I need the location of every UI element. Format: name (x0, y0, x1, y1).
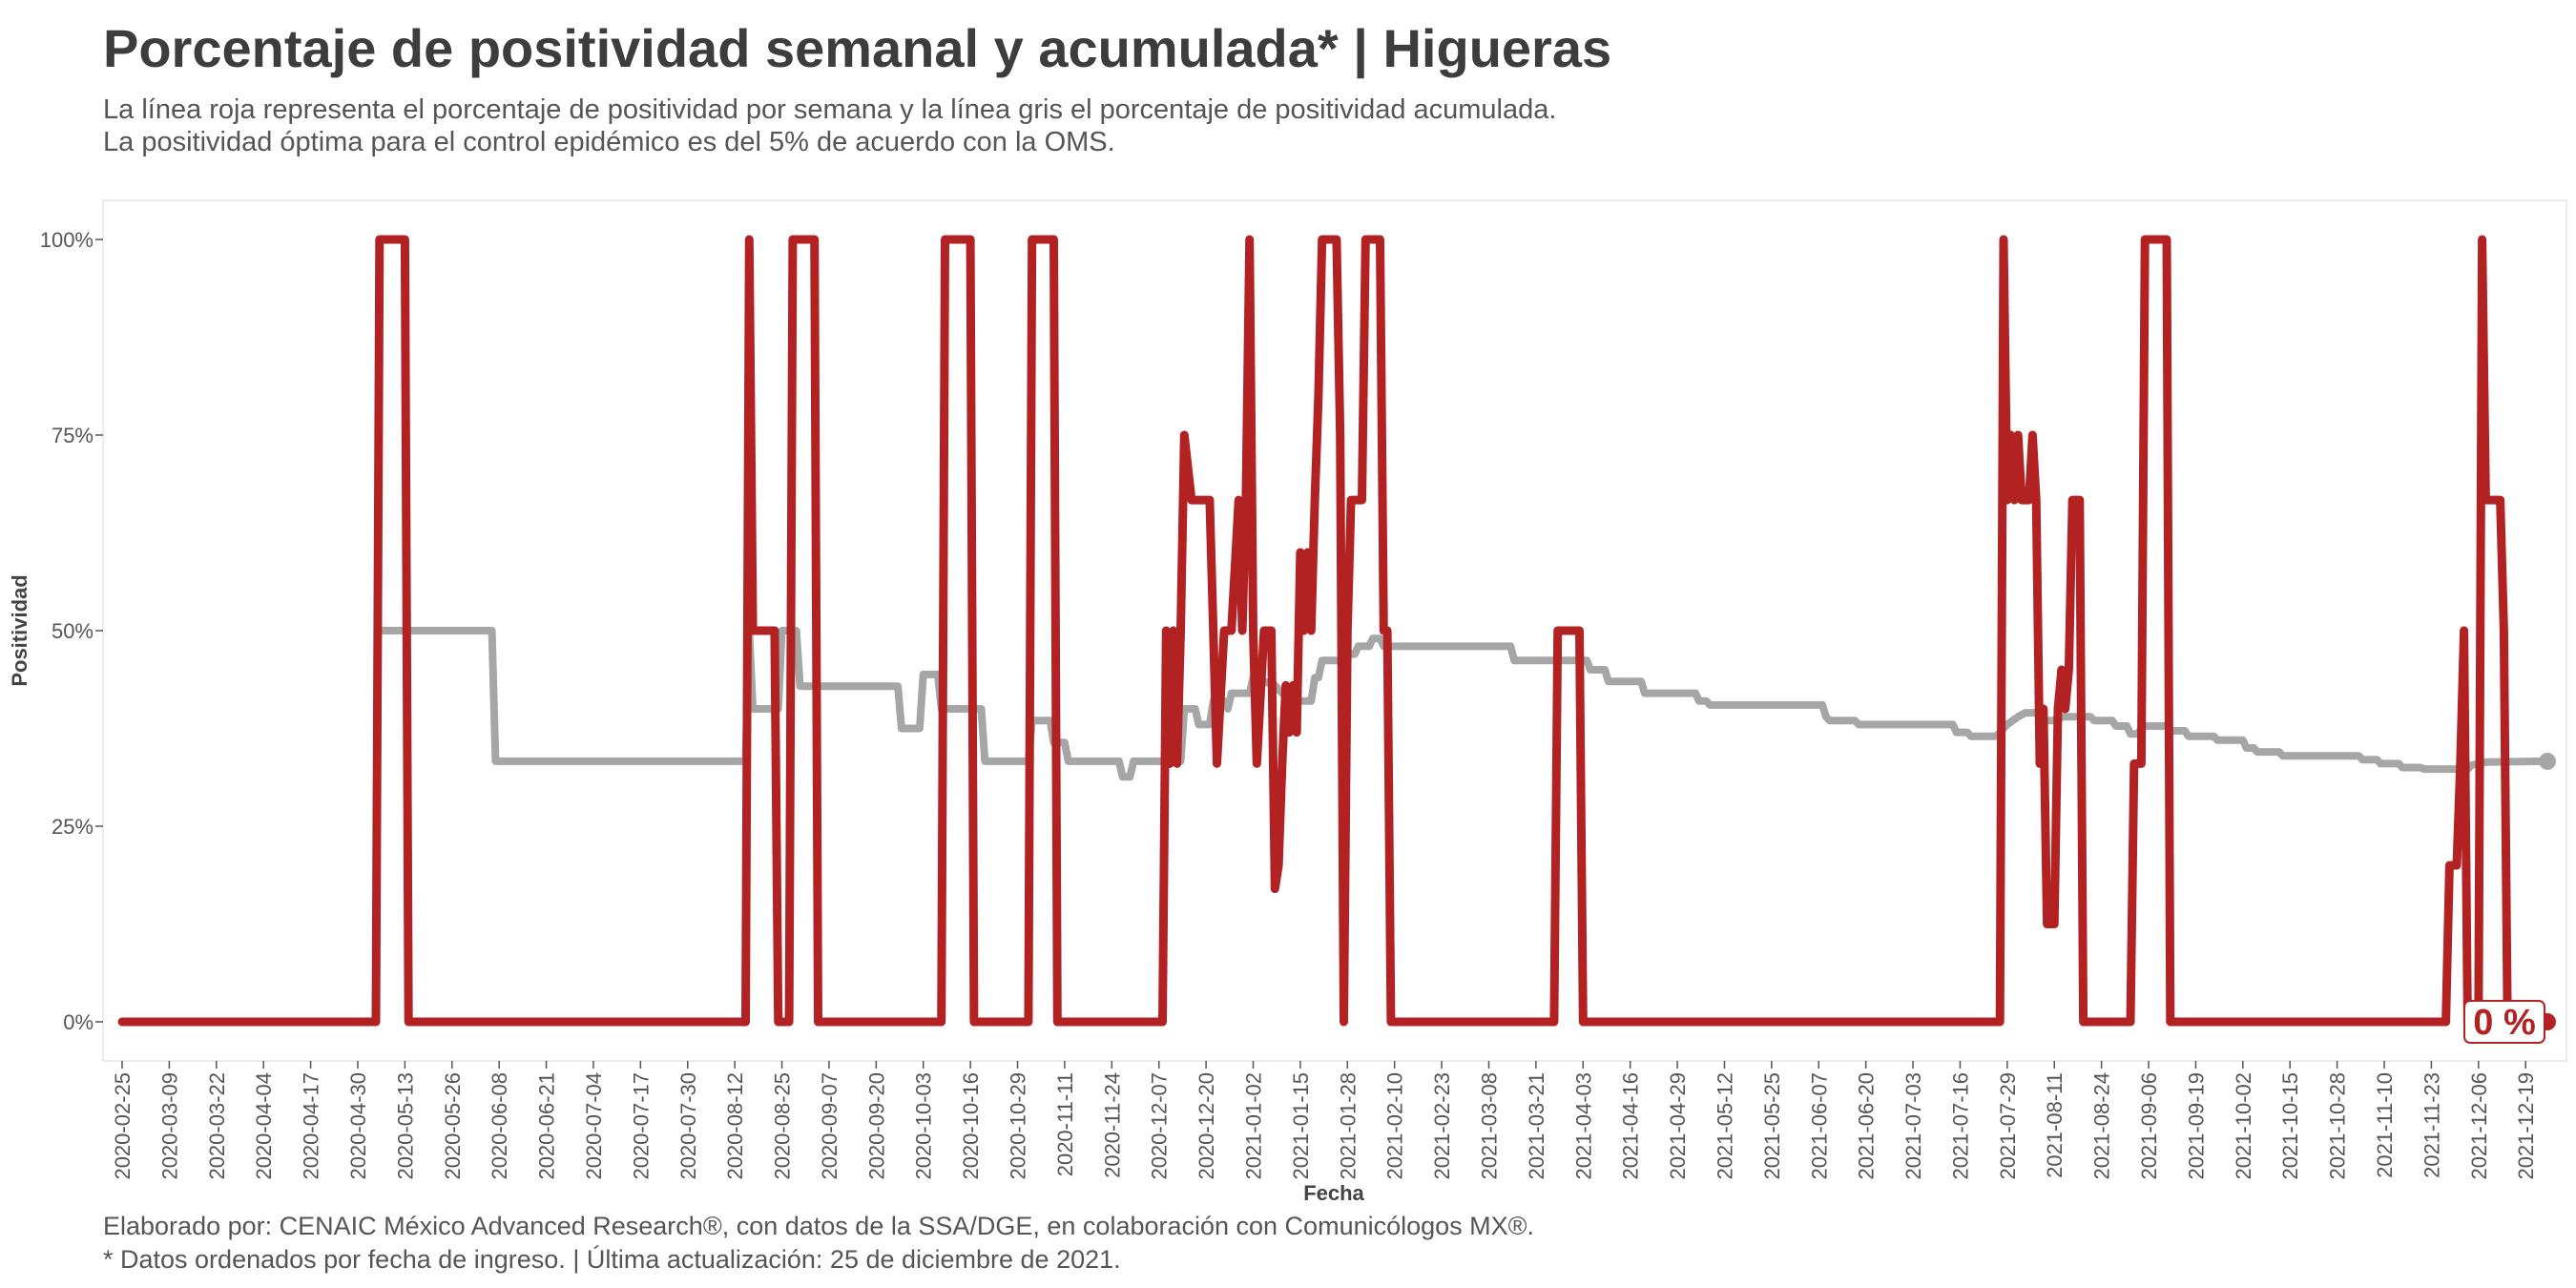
x-tick-label: 2021-04-16 (1619, 1072, 1643, 1180)
x-tick-label: 2020-06-08 (488, 1072, 511, 1180)
x-tick-label: 2020-05-13 (393, 1072, 417, 1180)
chart-title: Porcentaje de positividad semanal y acum… (103, 18, 1612, 78)
subtitle-line-1: La línea roja representa el porcentaje d… (103, 94, 1557, 125)
x-tick-label: 2021-04-03 (1571, 1072, 1595, 1180)
cumulative-positivity-line (375, 627, 2551, 781)
x-tick-label: 2020-08-25 (771, 1072, 795, 1180)
x-tick-label: 2020-08-12 (723, 1072, 747, 1180)
x-tick-label: 2020-07-30 (676, 1072, 700, 1180)
x-tick-label: 2020-05-26 (441, 1072, 465, 1180)
subtitle-line-2: La positividad óptima para el control ep… (103, 127, 1115, 157)
series-layer: 0 % (117, 235, 2556, 1044)
x-tick-label: 2020-12-07 (1148, 1072, 1172, 1180)
cumulative-end-point (2539, 752, 2556, 770)
x-tick-label: 2021-09-06 (2137, 1072, 2161, 1180)
x-tick-label: 2021-05-12 (1713, 1072, 1736, 1180)
x-tick-label: 2020-12-20 (1195, 1072, 1218, 1180)
x-tick-label: 2020-06-21 (535, 1072, 559, 1180)
y-axis: 0% 25% 50% 75% 100% (40, 228, 103, 1034)
chart-caption: Elaborado por: CENAIC México Advanced Re… (103, 1210, 1534, 1277)
weekly-positivity-line (117, 235, 2552, 1027)
x-tick-label: 2021-11-23 (2420, 1072, 2443, 1178)
y-tick-label: 75% (52, 424, 93, 447)
x-tick-label: 2020-04-30 (346, 1072, 370, 1180)
y-tick-label: 0% (63, 1010, 93, 1034)
caption-line-2: * Datos ordenados por fecha de ingreso. … (103, 1245, 1121, 1274)
x-tick-label: 2020-09-20 (864, 1072, 888, 1180)
x-tick-label: 2021-04-29 (1666, 1072, 1690, 1180)
x-tick-label: 2020-11-11 (1053, 1072, 1077, 1176)
x-tick-label: 2021-08-24 (2090, 1072, 2114, 1180)
x-tick-label: 2021-08-11 (2043, 1072, 2067, 1178)
x-tick-label: 2020-04-17 (300, 1072, 323, 1180)
x-tick-label: 2020-10-03 (912, 1072, 936, 1180)
x-tick-label: 2021-01-28 (1336, 1072, 1360, 1180)
y-tick-label: 50% (52, 619, 93, 643)
x-tick-label: 2021-06-20 (1855, 1072, 1879, 1180)
x-tick-label: 2021-02-23 (1430, 1072, 1454, 1180)
x-tick-label: 2021-01-15 (1289, 1072, 1313, 1180)
x-tick-label: 2021-10-28 (2326, 1072, 2350, 1180)
x-tick-label: 2020-09-07 (818, 1072, 841, 1180)
end-value-label: 0 % (2473, 1003, 2535, 1043)
x-tick-label: 2020-07-04 (582, 1072, 606, 1180)
x-tick-label: 2021-12-19 (2514, 1072, 2538, 1180)
x-tick-label: 2021-01-02 (1242, 1072, 1266, 1180)
chart-subtitle: La línea roja representa el porcentaje d… (103, 93, 1556, 158)
x-tick-label: 2020-07-17 (629, 1072, 653, 1180)
x-tick-label: 2020-10-16 (959, 1072, 983, 1180)
x-tick-label: 2021-05-25 (1760, 1072, 1784, 1180)
x-tick-label: 2021-07-16 (1948, 1072, 1972, 1180)
x-tick-label: 2021-03-21 (1525, 1072, 1548, 1180)
end-value-label-box (2463, 1000, 2545, 1044)
x-tick-label: 2020-03-22 (205, 1072, 229, 1180)
x-tick-label: 2021-09-19 (2184, 1072, 2208, 1180)
x-tick-label: 2020-04-04 (252, 1072, 276, 1180)
x-tick-label: 2020-10-29 (1007, 1072, 1030, 1180)
x-tick-label: 2021-07-29 (1996, 1072, 2020, 1180)
x-tick-label: 2021-02-10 (1383, 1072, 1407, 1180)
y-tick-label: 25% (52, 815, 93, 839)
x-tick-label: 2021-12-06 (2467, 1072, 2491, 1180)
x-tick-label: 2021-03-08 (1477, 1072, 1501, 1180)
x-tick-label: 2021-06-07 (1807, 1072, 1831, 1180)
y-axis-title: Positividad (8, 574, 31, 686)
x-axis: 2020-02-25 2020-03-09 2020-03-22 2020-04-04… (111, 1061, 2538, 1180)
x-tick-label: 2021-11-10 (2373, 1072, 2397, 1178)
y-tick-label: 100% (40, 228, 93, 252)
x-tick-label: 2020-03-09 (157, 1072, 181, 1180)
x-axis-title: Fecha (1303, 1181, 1364, 1205)
x-tick-label: 2021-07-03 (1901, 1072, 1925, 1180)
x-tick-label: 2021-10-15 (2278, 1072, 2302, 1180)
x-tick-label: 2021-10-02 (2232, 1072, 2255, 1180)
x-tick-label: 2020-11-24 (1100, 1072, 1124, 1178)
caption-line-1: Elaborado por: CENAIC México Advanced Re… (103, 1212, 1535, 1240)
x-tick-label: 2020-02-25 (111, 1072, 135, 1180)
